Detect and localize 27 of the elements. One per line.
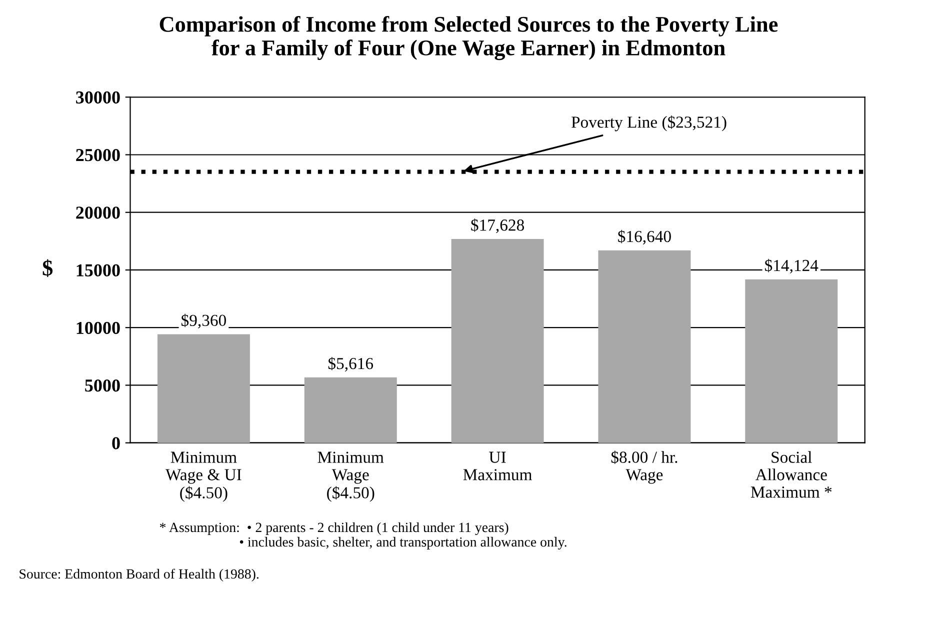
y-tick-label: 0 (112, 437, 120, 450)
bar (304, 377, 397, 443)
data-label: $9,360 (182, 314, 226, 328)
y-tick-label: 30000 (76, 91, 120, 104)
x-tick-label: $8.00 / hr. Wage (611, 450, 678, 484)
data-label: $14,124 (765, 258, 818, 274)
text: * Assumption: • 2 parents - 2 children (1 child under 11 years) • includes basic, shelter, and transportation allowance only. (160, 522, 566, 550)
source-note: Source: Edmonton Board of Health (1988). (20, 568, 259, 582)
ref-line-label: Poverty Line ($23,521) (571, 116, 726, 132)
x-tick-label: Social Allowance Maximum * (750, 451, 832, 498)
x-tick-label: UI Maximum (463, 452, 532, 480)
x-tick-label: Minimum Wage ($4.50) (318, 452, 384, 502)
chart-title: Comparison of Income from Selected Sources to the Poverty Line for a Family of Four (One Wage Earner) in Edmonton (160, 16, 778, 60)
y-axis-title: $ (42, 259, 53, 278)
data-label: $17,628 (471, 218, 524, 234)
y-tick-label: 15000 (76, 264, 120, 276)
bar (157, 334, 250, 443)
data-label: $5,616 (328, 356, 374, 372)
y-tick-label: 10000 (76, 322, 120, 334)
bar (451, 239, 544, 443)
bar (598, 250, 691, 443)
data-label: $16,640 (618, 230, 671, 245)
y-tick-label: 25000 (76, 149, 120, 162)
x-tick-label: Minimum Wage & UI ($4.50) (166, 452, 242, 502)
y-tick-label: 5000 (85, 379, 120, 392)
y-tick-label: 20000 (76, 206, 120, 219)
bar (745, 279, 838, 443)
